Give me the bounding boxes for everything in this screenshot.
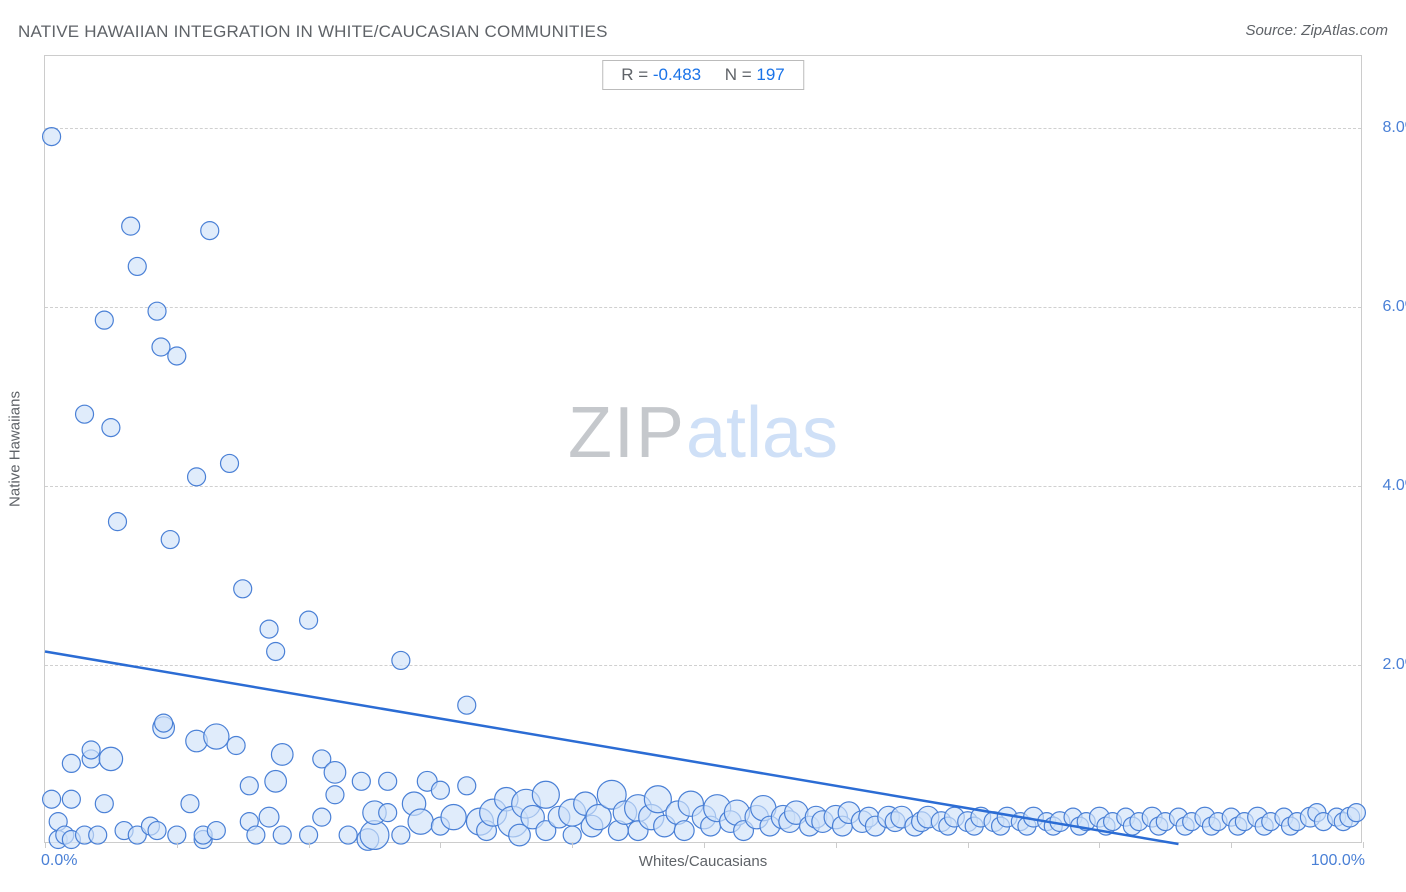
data-point	[458, 696, 476, 714]
data-point	[324, 762, 346, 784]
data-point	[267, 642, 285, 660]
data-point	[62, 790, 80, 808]
data-point	[99, 747, 122, 770]
x-tick	[45, 842, 46, 848]
x-tick	[968, 842, 969, 848]
data-point	[674, 821, 694, 841]
x-axis-title: Whites/Caucasians	[639, 853, 767, 870]
x-tick	[309, 842, 310, 848]
data-point	[122, 217, 140, 235]
x-max-label: 100.0%	[1311, 852, 1365, 870]
data-point	[168, 347, 186, 365]
plot-area: ZIPatlas 2.0%4.0%6.0%8.0% R = -0.483 N =…	[44, 55, 1362, 843]
data-point	[89, 826, 107, 844]
data-point	[265, 771, 287, 793]
x-min-label: 0.0%	[41, 852, 77, 870]
data-point	[227, 737, 245, 755]
data-point	[300, 611, 318, 629]
data-point	[326, 786, 344, 804]
y-tick-label: 2.0%	[1369, 656, 1406, 674]
x-tick	[1231, 842, 1232, 848]
data-point	[339, 826, 357, 844]
data-point	[234, 580, 252, 598]
data-point	[207, 822, 225, 840]
data-point	[441, 805, 466, 830]
x-tick	[1363, 842, 1364, 848]
data-point	[240, 777, 258, 795]
data-point	[161, 531, 179, 549]
n-value: 197	[756, 65, 784, 84]
data-point	[379, 804, 397, 822]
data-point	[273, 826, 291, 844]
y-tick-label: 4.0%	[1369, 477, 1406, 495]
data-point	[108, 513, 126, 531]
data-point	[360, 821, 389, 850]
x-tick	[1099, 842, 1100, 848]
data-point	[259, 807, 279, 827]
data-point	[82, 741, 100, 759]
data-point	[188, 468, 206, 486]
data-point	[247, 826, 265, 844]
data-point	[155, 714, 173, 732]
data-point	[379, 772, 397, 790]
data-point	[152, 338, 170, 356]
data-point	[102, 419, 120, 437]
data-point	[260, 620, 278, 638]
data-point	[148, 822, 166, 840]
y-tick-label: 6.0%	[1369, 298, 1406, 316]
data-point	[148, 302, 166, 320]
data-point	[1347, 804, 1365, 822]
n-label: N =	[725, 65, 757, 84]
x-tick	[704, 842, 705, 848]
chart-source: Source: ZipAtlas.com	[1245, 22, 1388, 39]
data-point	[408, 809, 433, 834]
data-point	[352, 772, 370, 790]
data-point	[95, 795, 113, 813]
x-tick	[440, 842, 441, 848]
r-value: -0.483	[653, 65, 701, 84]
x-tick	[572, 842, 573, 848]
x-tick	[177, 842, 178, 848]
data-point	[532, 781, 559, 808]
chart-title: NATIVE HAWAIIAN INTEGRATION IN WHITE/CAU…	[18, 22, 608, 41]
data-point	[313, 808, 331, 826]
data-point	[76, 405, 94, 423]
r-label: R =	[621, 65, 653, 84]
y-axis-title: Native Hawaiians	[7, 391, 24, 507]
stats-box: R = -0.483 N = 197	[602, 60, 804, 90]
data-point	[431, 781, 449, 799]
data-point	[271, 744, 293, 766]
data-point	[201, 222, 219, 240]
data-point	[181, 795, 199, 813]
data-point	[43, 128, 61, 146]
data-point	[221, 454, 239, 472]
data-point	[43, 790, 61, 808]
data-point	[392, 826, 410, 844]
data-point	[62, 754, 80, 772]
scatter-plot	[45, 56, 1361, 842]
x-tick	[836, 842, 837, 848]
y-tick-label: 8.0%	[1369, 119, 1406, 137]
data-point	[128, 257, 146, 275]
data-point	[392, 651, 410, 669]
data-point	[204, 724, 229, 749]
data-point	[95, 311, 113, 329]
data-point	[458, 777, 476, 795]
chart-header: NATIVE HAWAIIAN INTEGRATION IN WHITE/CAU…	[18, 22, 1388, 50]
